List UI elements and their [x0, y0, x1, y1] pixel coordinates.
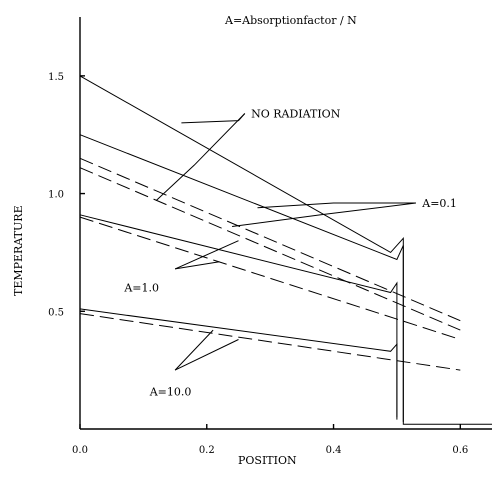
x-axis-label: POSITION: [238, 454, 297, 467]
annotation-pointer: [181, 113, 246, 124]
series-line-5: [79, 157, 461, 322]
y-tick-label: 1.5: [48, 72, 64, 83]
annotation-pointer: [232, 202, 416, 227]
series-line-1: [79, 75, 492, 425]
chart-title: A=Absorptionfactor / N: [224, 14, 357, 27]
series-line-3: [79, 214, 398, 420]
axes: [79, 17, 492, 430]
annotation-pointer: [175, 261, 220, 270]
x-tick-label: 0.4: [326, 445, 342, 456]
series-line-2: [79, 134, 404, 422]
series-line-7: [79, 216, 461, 340]
y-tick-label: 0.5: [48, 307, 64, 318]
series-line-6: [79, 167, 461, 331]
annotations: NO RADIATION A=0.1 A=1.0 A=10.0: [123, 108, 457, 399]
annotation-pointer: [174, 329, 214, 371]
annotation-pointer: [257, 202, 416, 209]
annotation-label: A=10.0: [149, 385, 192, 398]
annotation-label: NO RADIATION: [251, 108, 341, 121]
series-line-8: [79, 313, 461, 371]
series-group: [79, 75, 492, 425]
annotation-pointer: [174, 240, 239, 270]
annotation-label: A=0.1: [421, 197, 457, 210]
x-tick-label: 0.2: [199, 445, 215, 456]
x-tick-label: 0.6: [452, 445, 468, 456]
y-axis-label: TEMPERATURE: [12, 205, 25, 296]
tick-marks: 0.0 0.2 0.4 0.6 0.5 1.0 1.5: [48, 72, 468, 456]
y-tick-label: 1.0: [48, 190, 64, 201]
annotation-label: A=1.0: [123, 282, 159, 295]
annotation-pointer: [174, 339, 239, 371]
series-line-4: [79, 308, 398, 418]
x-tick-label: 0.0: [72, 445, 88, 456]
annotation-pointer: [155, 113, 246, 201]
